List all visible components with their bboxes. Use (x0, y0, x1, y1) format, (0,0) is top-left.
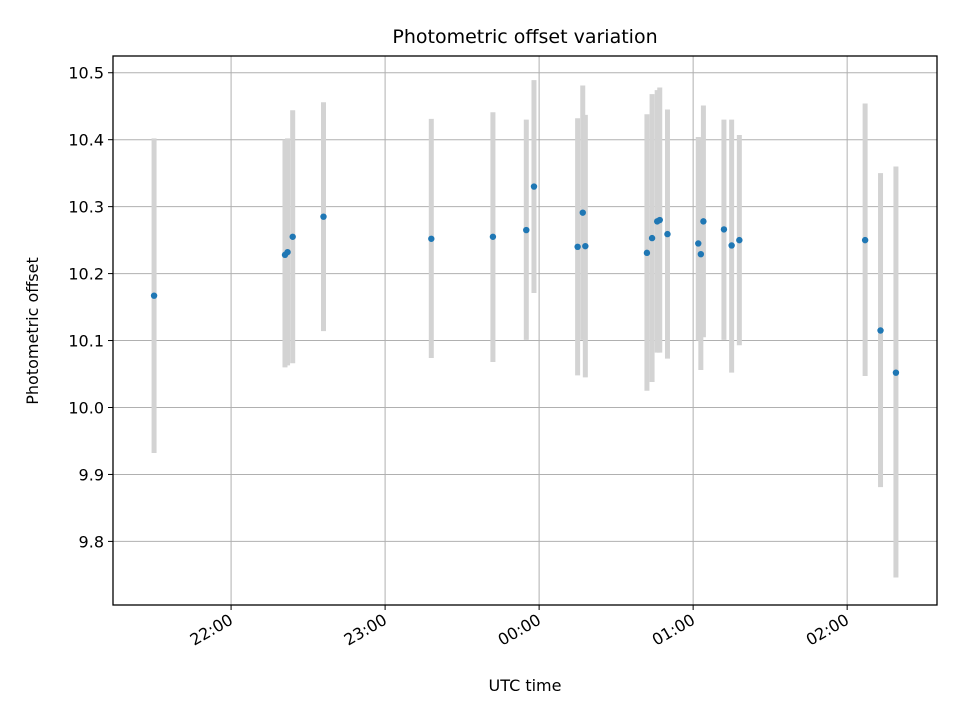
y-tick-label: 10.2 (68, 265, 104, 284)
y-tick-label: 10.3 (68, 198, 104, 217)
data-point (736, 236, 743, 244)
y-tick-label: 9.9 (79, 465, 104, 484)
y-axis: 9.8 9.9 10.0 10.1 10.2 10.3 10.4 10.5 (68, 64, 113, 551)
data-point (877, 327, 884, 334)
plot-frame (112, 55, 938, 606)
data-point (428, 235, 435, 242)
data-point (648, 234, 656, 242)
data-point (656, 216, 663, 224)
x-axis-title: UTC time (489, 676, 562, 695)
data-point (695, 240, 702, 247)
y-tick-label: 9.8 (79, 532, 104, 551)
y-axis-title: Photometric offset (23, 257, 42, 405)
data-point (574, 243, 581, 251)
data-point (579, 209, 586, 216)
data-point (582, 242, 589, 250)
data-point (530, 183, 538, 190)
data-point (861, 236, 869, 244)
data-point (697, 250, 705, 258)
y-tick-label: 10.0 (68, 398, 104, 417)
data-point (289, 233, 296, 240)
data-points (150, 183, 900, 376)
data-point (320, 213, 327, 220)
data-point (700, 218, 707, 225)
grid (113, 56, 937, 605)
data-point (664, 230, 671, 238)
data-point (728, 242, 735, 249)
y-tick-label: 10.4 (68, 131, 104, 150)
data-point (489, 233, 497, 240)
data-point (720, 226, 728, 233)
data-point (523, 226, 530, 234)
chart-title: Photometric offset variation (392, 26, 657, 48)
y-tick-label: 10.1 (68, 332, 104, 351)
data-point (643, 249, 651, 257)
data-point (150, 292, 158, 299)
data-point (284, 248, 291, 256)
y-tick-label: 10.5 (68, 64, 104, 83)
data-point (892, 369, 900, 376)
